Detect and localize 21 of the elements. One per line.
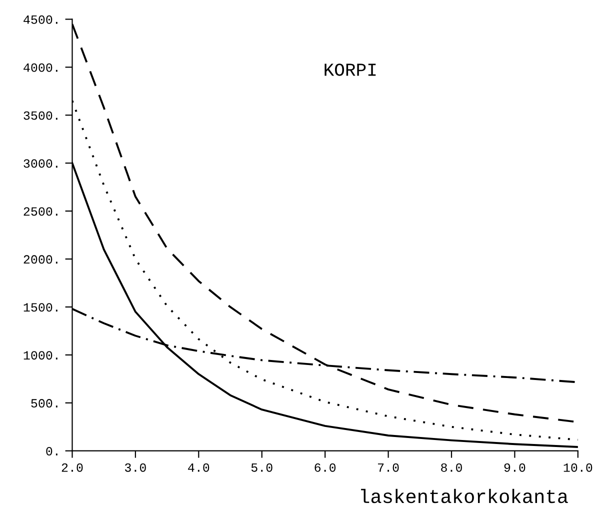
y-tick-label: 2500. xyxy=(24,207,58,216)
x-tick-label: 10.0 xyxy=(564,463,592,472)
y-tick-label: 4000. xyxy=(24,63,58,72)
y-tick-label: 3000. xyxy=(24,159,58,168)
y-tick-label: 4500. xyxy=(24,15,58,24)
y-tick-label: 2000. xyxy=(24,255,58,264)
y-tick-label: 500. xyxy=(31,399,58,408)
x-axis-title: laskentakorkokanta xyxy=(361,488,568,504)
x-tick-label: 8.0 xyxy=(441,463,462,472)
y-tick-label: 1000. xyxy=(24,351,58,360)
x-tick-label: 5.0 xyxy=(251,463,272,472)
x-tick-label: 3.0 xyxy=(124,463,146,472)
x-tick-label: 2.0 xyxy=(62,463,83,472)
y-tick-label: 0. xyxy=(46,447,58,456)
x-tick-label: 4.0 xyxy=(188,463,210,472)
y-tick-label: 1500. xyxy=(24,303,58,312)
x-tick-label: 7.0 xyxy=(378,463,399,472)
text: KORPI xyxy=(324,64,376,76)
x-tick-label: 9.0 xyxy=(504,463,526,472)
y-tick-label: 3500. xyxy=(24,111,58,120)
x-tick-label: 6.0 xyxy=(314,463,336,472)
